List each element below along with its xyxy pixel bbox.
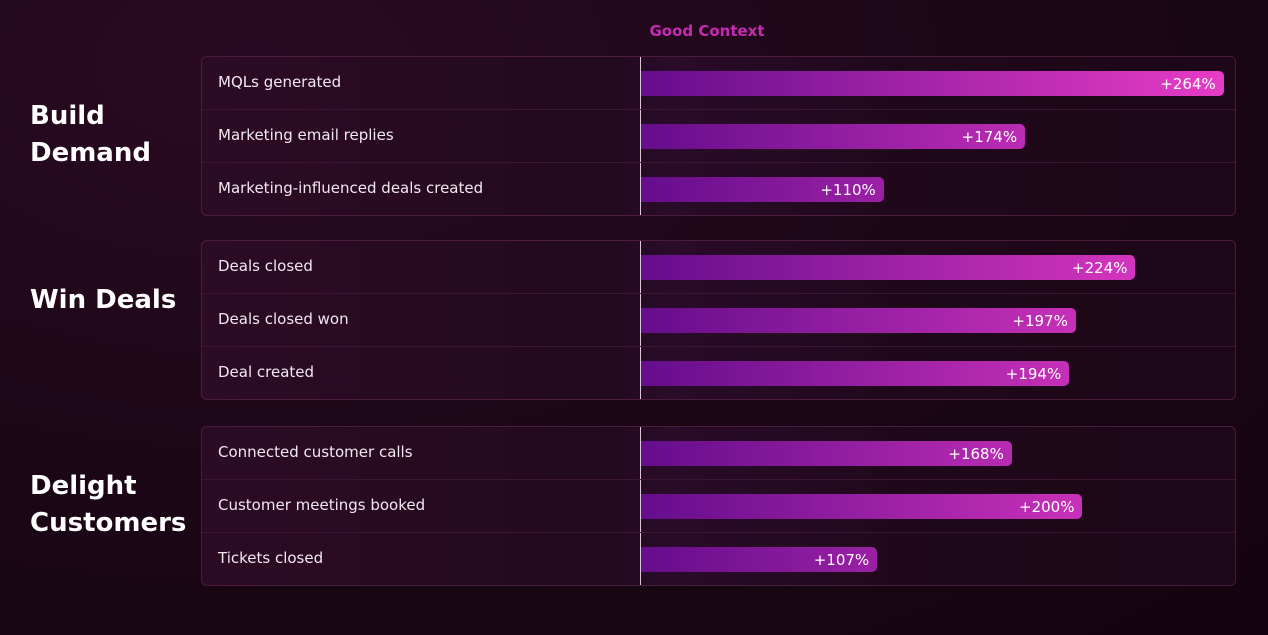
row-label: Deals closed	[218, 257, 313, 275]
bar: +174%	[641, 124, 1026, 149]
value-label: +224%	[1072, 259, 1128, 277]
row: Deals closed won +197%	[202, 294, 1235, 347]
value-label: +168%	[948, 445, 1004, 463]
value-label: +110%	[820, 181, 876, 199]
zero-line	[640, 57, 641, 215]
value-label: +264%	[1160, 75, 1216, 93]
value-label: +107%	[813, 551, 870, 569]
row-label: Deals closed won	[218, 310, 349, 328]
row: Customer meetings booked +200%	[202, 480, 1235, 533]
group-title: Build Demand	[30, 101, 151, 168]
bar: +194%	[641, 361, 1070, 386]
row: Deal created +194%	[202, 347, 1235, 399]
row-label: Marketing email replies	[218, 126, 394, 144]
group-panel: Connected customer calls +168% Customer me…	[201, 426, 1236, 586]
group-title: Win Deals	[30, 285, 177, 315]
bar: +224%	[641, 255, 1136, 280]
value-label: +200%	[1019, 498, 1075, 516]
bar: +110%	[641, 177, 884, 202]
bar: +264%	[641, 71, 1224, 96]
row-label: MQLs generated	[218, 73, 342, 91]
column-header: Good Context	[649, 22, 765, 40]
group-panel: MQLs generated +264% Marketing email repli…	[201, 56, 1236, 216]
group-panel: Deals closed +224% Deals closed won +197% De…	[201, 240, 1236, 400]
bar: +197%	[641, 308, 1076, 333]
bar: +168%	[641, 441, 1012, 466]
group-title: Delight Customers	[30, 471, 187, 538]
row: Marketing-influenced deals created +110%	[202, 163, 1235, 215]
bar: +200%	[641, 494, 1083, 519]
row: Marketing email replies +174%	[202, 110, 1235, 163]
row-label: Customer meetings booked	[218, 496, 426, 514]
row-label: Tickets closed	[218, 549, 324, 567]
value-label: +194%	[1005, 365, 1062, 383]
row-label: Marketing-influenced deals created	[218, 179, 484, 197]
row-label: Deal created	[218, 363, 315, 381]
zero-line	[640, 427, 641, 585]
row: MQLs generated +264%	[202, 57, 1235, 110]
row: Connected customer calls +168%	[202, 427, 1235, 480]
value-label: +174%	[961, 128, 1018, 146]
row-label: Connected customer calls	[218, 443, 413, 461]
row: Deals closed +224%	[202, 241, 1235, 294]
bar: +107%	[641, 547, 878, 572]
zero-line	[640, 241, 641, 399]
row: Tickets closed +107%	[202, 533, 1235, 585]
value-label: +197%	[1012, 312, 1068, 330]
